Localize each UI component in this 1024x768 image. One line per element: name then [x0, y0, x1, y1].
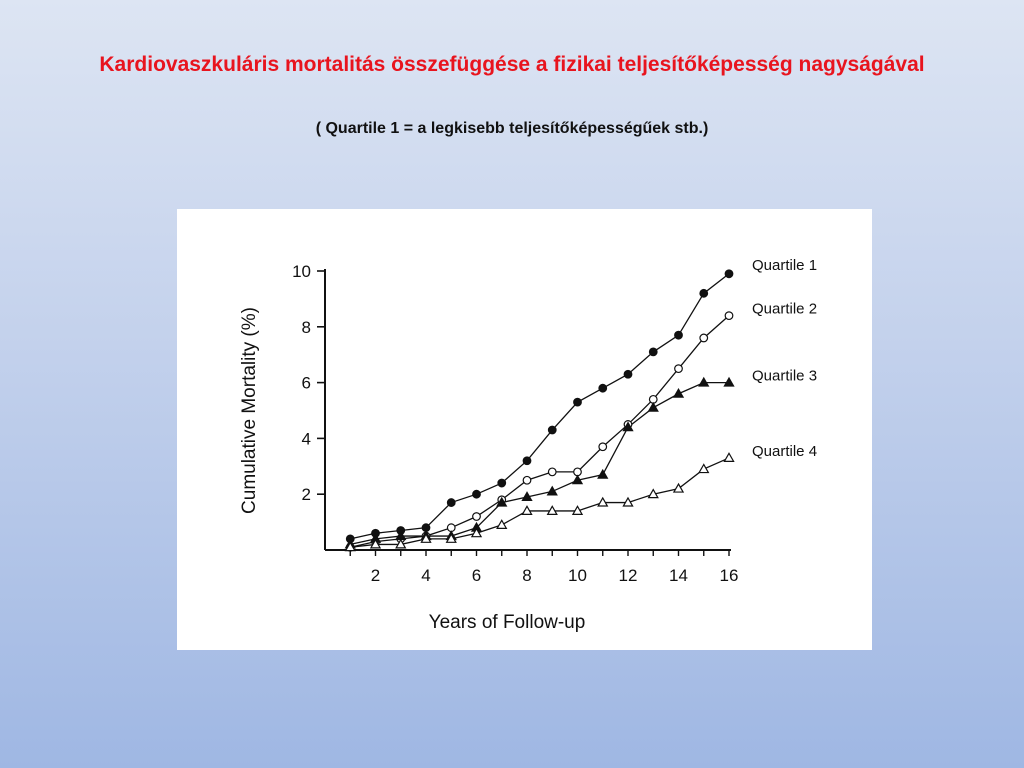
data-point — [699, 288, 709, 298]
series-label: Quartile 1 — [752, 257, 817, 274]
data-point — [521, 505, 533, 515]
data-point — [546, 485, 558, 496]
data-point — [472, 489, 481, 499]
data-point — [497, 478, 507, 488]
data-point — [472, 512, 481, 521]
chart-figure: 2 4 6 8 10 2 4 6 8 10 12 14 16 Years of Follow-up Cumu… — [177, 209, 872, 650]
data-point — [547, 467, 557, 477]
data-point — [674, 330, 683, 340]
data-point — [598, 383, 608, 393]
data-point — [623, 369, 633, 379]
data-point — [648, 347, 658, 357]
x-tick-label: 10 — [568, 566, 587, 585]
series-line-4 — [350, 457, 730, 548]
data-point — [597, 496, 609, 507]
data-point — [723, 452, 735, 462]
data-point — [698, 463, 710, 474]
chart-markers — [344, 269, 735, 552]
x-tick-label: 8 — [522, 566, 531, 585]
data-point — [672, 387, 685, 398]
x-tick-label: 2 — [371, 566, 380, 585]
data-point — [369, 538, 382, 549]
data-point — [573, 397, 582, 407]
data-point — [571, 474, 584, 485]
data-point — [547, 425, 557, 435]
data-point — [571, 505, 584, 515]
x-tick-label: 12 — [619, 566, 638, 585]
data-point — [622, 421, 634, 432]
data-point — [672, 482, 685, 493]
data-point — [598, 442, 608, 452]
data-point — [724, 311, 734, 321]
data-point — [724, 269, 734, 279]
data-point — [522, 456, 532, 466]
data-point — [723, 376, 735, 387]
data-point — [597, 468, 609, 479]
data-point — [344, 541, 356, 552]
y-tick-label: 2 — [302, 485, 311, 504]
data-point — [674, 364, 683, 374]
series-label: Quartile 4 — [752, 443, 817, 460]
series-line-1 — [350, 273, 730, 540]
data-point — [395, 538, 407, 549]
x-tick-label: 4 — [421, 566, 430, 585]
x-tick-label: 16 — [720, 566, 739, 585]
data-point — [647, 401, 659, 412]
series-line-3 — [350, 381, 729, 546]
data-point — [521, 491, 533, 502]
x-tick-label: 14 — [669, 566, 688, 585]
data-point — [470, 527, 483, 538]
data-point — [522, 475, 532, 485]
data-point — [647, 488, 659, 499]
chart-axes: 2 4 6 8 10 2 4 6 8 10 12 14 16 Years of Follow-up Cumu… — [239, 262, 738, 633]
y-tick-label: 10 — [292, 262, 311, 281]
data-point — [496, 519, 508, 529]
y-tick-label: 6 — [302, 374, 311, 393]
data-point — [445, 533, 457, 543]
data-point — [496, 496, 508, 507]
data-point — [446, 498, 456, 507]
x-tick-label: 6 — [472, 566, 481, 585]
data-point — [699, 333, 709, 343]
chart-labels: Quartile 1 Quartile 2 Quartile 3 Quartile 4 — [752, 257, 817, 460]
data-point — [698, 376, 710, 387]
y-axis-title: Cumulative Mortality (%) — [239, 307, 260, 514]
data-point — [420, 533, 432, 543]
series-line-2 — [350, 315, 730, 548]
y-tick-label: 8 — [302, 318, 311, 337]
mortality-chart: 2 4 6 8 10 2 4 6 8 10 12 14 16 Years of Follow-up Cumu… — [239, 257, 817, 633]
data-point — [546, 505, 558, 515]
slide-subtitle: ( Quartile 1 = a legkisebb teljesítőképe… — [315, 120, 709, 137]
chart-lines — [350, 273, 730, 548]
slide-title: Kardiovaszkuláris mortalitás összefüggés… — [99, 53, 925, 76]
data-point — [622, 496, 634, 507]
series-label: Quartile 2 — [752, 301, 817, 318]
y-tick-label: 4 — [302, 429, 311, 448]
series-label: Quartile 3 — [752, 368, 817, 385]
x-axis-title: Years of Follow-up — [429, 612, 586, 633]
